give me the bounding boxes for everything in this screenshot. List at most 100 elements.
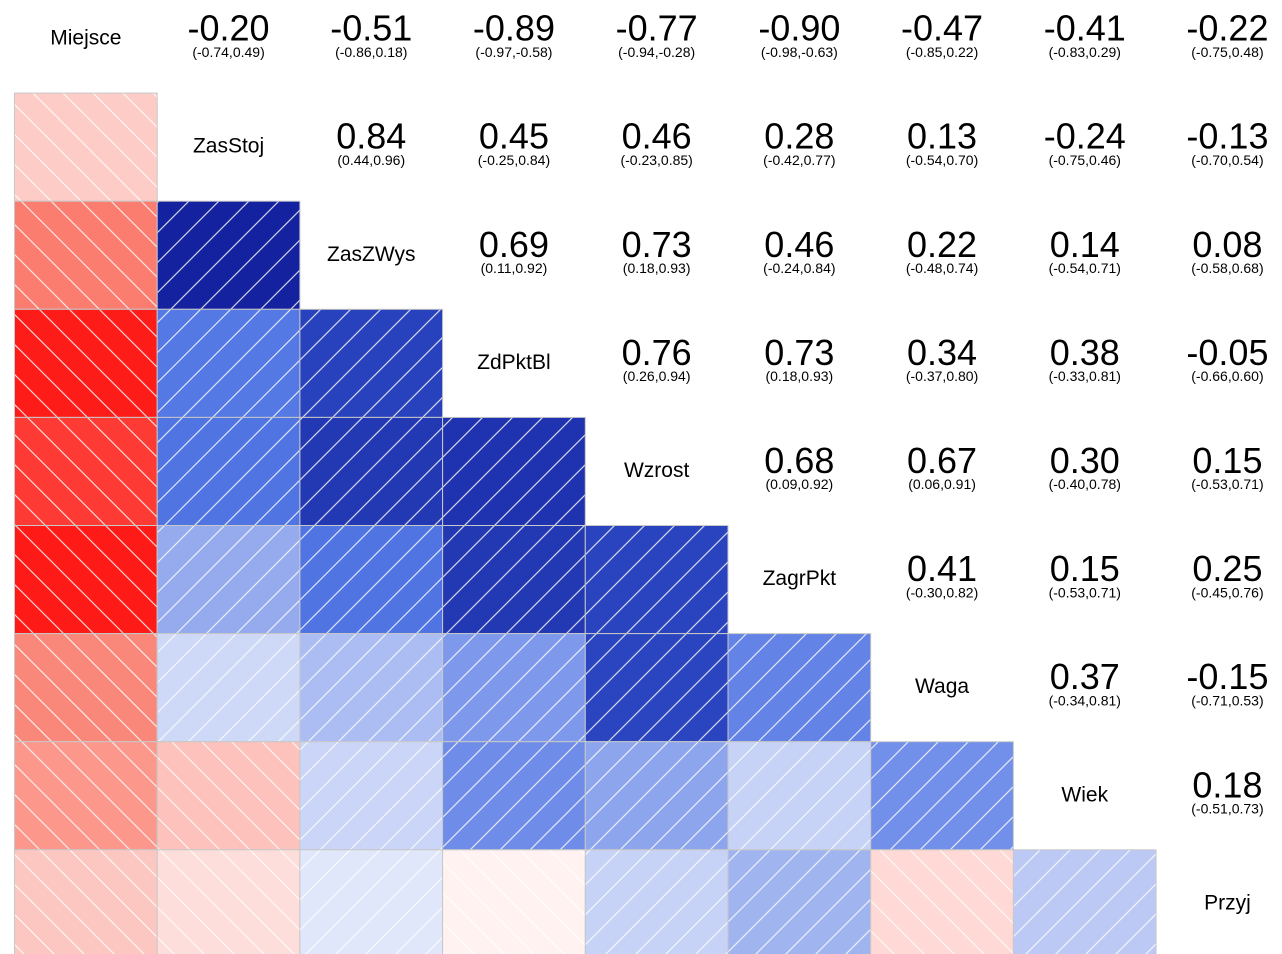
correlation-value: -0.47 <box>901 8 983 49</box>
hatch <box>728 742 871 850</box>
correlation-value: -0.13 <box>1186 116 1268 157</box>
hatch <box>15 526 157 634</box>
correlation-value: -0.20 <box>188 8 270 49</box>
hatch <box>15 742 157 850</box>
hatch <box>871 850 1013 954</box>
correlation-value: 0.73 <box>622 224 692 265</box>
correlation-value: 0.28 <box>764 116 834 157</box>
confidence-interval: (0.09,0.92) <box>765 476 833 492</box>
variable-label: Miejsce <box>50 27 121 50</box>
correlation-value: -0.05 <box>1186 332 1268 373</box>
correlation-value: 0.68 <box>764 440 834 481</box>
confidence-interval: (-0.51,0.73) <box>1191 800 1263 816</box>
correlation-value: 0.22 <box>907 224 977 265</box>
hatch <box>15 93 157 201</box>
correlation-value: 0.76 <box>622 332 692 373</box>
confidence-interval: (-0.54,0.70) <box>906 152 978 168</box>
correlation-value: 0.15 <box>1192 440 1262 481</box>
confidence-interval: (-0.98,-0.63) <box>761 44 838 60</box>
variable-label: Wzrost <box>624 459 689 482</box>
correlation-value: 0.15 <box>1050 548 1120 589</box>
confidence-interval: (-0.25,0.84) <box>478 152 550 168</box>
hatch <box>443 742 585 850</box>
correlation-value: -0.77 <box>616 8 698 49</box>
correlation-value: 0.37 <box>1050 656 1120 697</box>
correlation-value: 0.38 <box>1050 332 1120 373</box>
hatch <box>585 850 728 954</box>
confidence-interval: (-0.83,0.29) <box>1049 44 1121 60</box>
hatch <box>300 634 443 742</box>
confidence-interval: (-0.71,0.53) <box>1191 692 1263 708</box>
correlation-value: 0.34 <box>907 332 977 373</box>
correlation-value: -0.51 <box>330 8 412 49</box>
hatch <box>300 309 443 417</box>
correlation-value: -0.90 <box>758 8 840 49</box>
hatch <box>157 742 300 850</box>
confidence-interval: (-0.54,0.71) <box>1049 260 1121 276</box>
correlation-value: 0.18 <box>1192 764 1262 805</box>
hatch <box>157 850 300 954</box>
confidence-interval: (-0.33,0.81) <box>1049 368 1121 384</box>
hatch <box>157 417 300 525</box>
correlation-value: 0.14 <box>1050 224 1120 265</box>
confidence-interval: (-0.66,0.60) <box>1191 368 1263 384</box>
variable-label: Wiek <box>1061 783 1108 806</box>
correlation-value: -0.89 <box>473 8 555 49</box>
correlation-value: -0.15 <box>1186 656 1268 697</box>
variable-label: Waga <box>915 675 969 698</box>
hatch <box>300 850 443 954</box>
correlation-value: 0.73 <box>764 332 834 373</box>
confidence-interval: (0.44,0.96) <box>337 152 405 168</box>
hatch <box>585 526 728 634</box>
hatch <box>15 850 157 954</box>
variable-label: ZasZWys <box>327 243 415 266</box>
confidence-interval: (-0.86,0.18) <box>335 44 407 60</box>
variable-label: ZasStoj <box>193 135 264 158</box>
confidence-interval: (-0.70,0.54) <box>1191 152 1263 168</box>
confidence-interval: (-0.30,0.82) <box>906 584 978 600</box>
confidence-interval: (-0.53,0.71) <box>1191 476 1263 492</box>
hatch <box>157 201 300 309</box>
correlation-value: -0.41 <box>1044 8 1126 49</box>
correlation-value: 0.67 <box>907 440 977 481</box>
correlation-value: 0.46 <box>764 224 834 265</box>
hatch <box>443 526 585 634</box>
confidence-interval: (-0.53,0.71) <box>1049 584 1121 600</box>
confidence-interval: (-0.37,0.80) <box>906 368 978 384</box>
confidence-interval: (0.26,0.94) <box>623 368 691 384</box>
confidence-interval: (0.18,0.93) <box>765 368 833 384</box>
confidence-interval: (-0.48,0.74) <box>906 260 978 276</box>
confidence-interval: (-0.24,0.84) <box>763 260 835 276</box>
hatch <box>157 634 300 742</box>
hatch <box>443 634 585 742</box>
confidence-interval: (-0.85,0.22) <box>906 44 978 60</box>
confidence-interval: (-0.75,0.46) <box>1049 152 1121 168</box>
hatch <box>300 417 443 525</box>
hatch <box>15 201 157 309</box>
hatch <box>728 634 871 742</box>
confidence-interval: (-0.34,0.81) <box>1049 692 1121 708</box>
confidence-interval: (-0.45,0.76) <box>1191 584 1263 600</box>
correlation-value: 0.13 <box>907 116 977 157</box>
confidence-interval: (-0.23,0.85) <box>620 152 692 168</box>
confidence-interval: (-0.58,0.68) <box>1191 260 1263 276</box>
hatch <box>585 742 728 850</box>
hatch <box>1013 850 1156 954</box>
hatch <box>871 742 1013 850</box>
hatch <box>157 526 300 634</box>
variable-label: ZagrPkt <box>763 567 837 590</box>
confidence-interval: (0.18,0.93) <box>623 260 691 276</box>
hatch <box>585 634 728 742</box>
variable-label: Przyj <box>1204 891 1251 914</box>
confidence-interval: (-0.75,0.48) <box>1191 44 1263 60</box>
hatch <box>15 634 157 742</box>
correlation-value: 0.41 <box>907 548 977 589</box>
hatch <box>15 309 157 417</box>
correlation-value: -0.24 <box>1044 116 1126 157</box>
correlation-value: 0.84 <box>336 116 406 157</box>
confidence-interval: (-0.94,-0.28) <box>618 44 695 60</box>
hatch <box>443 417 585 525</box>
confidence-interval: (-0.97,-0.58) <box>475 44 552 60</box>
